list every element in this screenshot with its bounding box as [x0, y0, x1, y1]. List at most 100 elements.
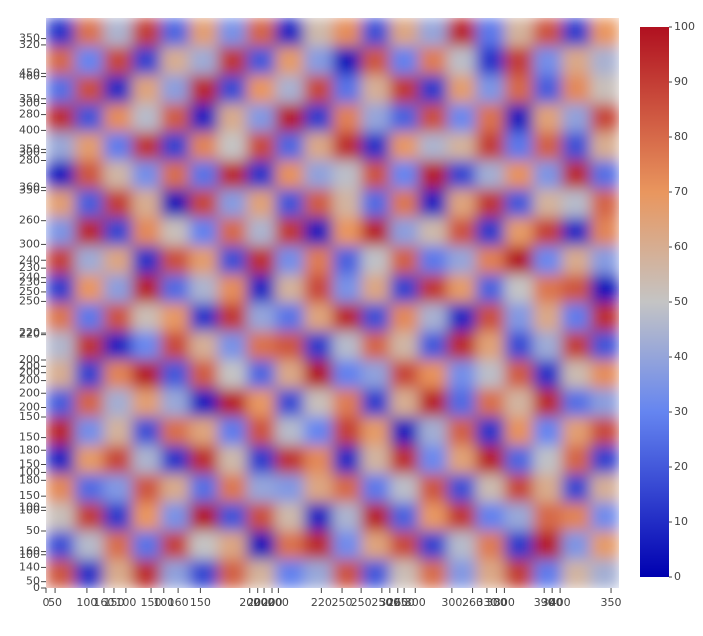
heatmap-cell — [246, 160, 276, 190]
heatmap-cell — [561, 474, 591, 503]
heatmap-cell — [533, 303, 563, 332]
heatmap-cell — [590, 331, 619, 361]
heatmap-cell — [418, 160, 448, 190]
y-tick-label: 450 — [19, 66, 40, 79]
heatmap-cell — [590, 246, 619, 275]
y-tick-label: 160 — [19, 545, 40, 558]
heatmap-cell — [275, 46, 305, 76]
heatmap-cell — [189, 388, 219, 418]
y-tick-label: 350 — [19, 184, 40, 197]
heatmap-cell — [275, 103, 305, 133]
heatmap-cell — [447, 189, 477, 218]
heatmap-cell — [275, 75, 305, 104]
heatmap-cell — [46, 18, 76, 47]
heatmap-cell — [418, 18, 448, 47]
heatmap-cell — [160, 445, 190, 475]
heatmap-cell — [46, 160, 76, 190]
heatmap-cell — [590, 18, 619, 47]
heatmap-cell — [475, 303, 505, 332]
heatmap-cell — [590, 274, 619, 304]
y-tick-label: 200 — [19, 386, 40, 399]
heatmap-cell — [74, 474, 104, 503]
x-tick-label: 150 — [103, 596, 124, 609]
heatmap-cell — [103, 474, 133, 503]
heatmap-cell — [504, 75, 534, 104]
heatmap-cell — [74, 103, 104, 133]
heatmap-cell — [361, 331, 391, 361]
x-tick-label: 330 — [476, 596, 497, 609]
colorbar-tick-label: 90 — [674, 75, 688, 88]
colorbar-tick-label: 80 — [674, 130, 688, 143]
heatmap-cell — [332, 217, 362, 247]
heatmap-cell — [103, 531, 133, 560]
x-tick-label: 250 — [351, 596, 372, 609]
heatmap-cell — [447, 531, 477, 560]
heatmap-cell — [504, 445, 534, 475]
heatmap-cell — [447, 360, 477, 389]
heatmap-cell — [74, 160, 104, 190]
heatmap-cell — [303, 246, 333, 275]
heatmap-cell — [447, 331, 477, 361]
heatmap-cell — [189, 103, 219, 133]
heatmap-cell — [275, 274, 305, 304]
heatmap-cell — [103, 103, 133, 133]
heatmap-cell — [332, 18, 362, 47]
heatmap-cell — [160, 160, 190, 190]
heatmap-cell — [217, 502, 248, 532]
heatmap-cell — [303, 132, 333, 161]
heatmap-cell — [533, 331, 563, 361]
heatmap-cell — [418, 360, 448, 389]
y-tick-label: 200 — [19, 359, 40, 372]
y-tick-label: 100 — [19, 500, 40, 513]
heatmap-cell — [389, 189, 419, 218]
heatmap-cell — [561, 189, 591, 218]
heatmap-cell — [303, 445, 333, 475]
colorbar-tick-label: 40 — [674, 350, 688, 363]
heatmap-cell — [189, 502, 219, 532]
heatmap-cell — [189, 132, 219, 161]
heatmap-cell — [418, 246, 448, 275]
heatmap-cell — [46, 217, 76, 247]
heatmap-cell — [418, 531, 448, 560]
heatmap-cell — [189, 474, 219, 503]
heatmap-cell — [46, 331, 76, 361]
heatmap-cell — [418, 189, 448, 218]
heatmap-cell — [332, 331, 362, 361]
heatmap-cell — [303, 417, 333, 446]
heatmap-cell — [189, 160, 219, 190]
heatmap-cell — [303, 531, 333, 560]
heatmap-cell — [361, 559, 391, 588]
heatmap-cell — [475, 474, 505, 503]
heatmap-cell — [246, 189, 276, 218]
heatmap-cell — [246, 417, 276, 446]
heatmap-cell — [361, 160, 391, 190]
heatmap-cell — [389, 46, 419, 76]
heatmap-cell — [160, 189, 190, 218]
heatmap-cell — [418, 559, 448, 588]
heatmap-cell — [189, 46, 219, 76]
heatmap-cell — [103, 217, 133, 247]
heatmap-cell — [418, 75, 448, 104]
heatmap-cell — [561, 18, 591, 47]
heatmap-cell — [46, 132, 76, 161]
heatmap-cell — [590, 417, 619, 446]
heatmap-cell — [74, 217, 104, 247]
heatmap-cell — [217, 132, 248, 161]
heatmap-cell — [103, 360, 133, 389]
heatmap-cell — [418, 474, 448, 503]
heatmap-cell — [103, 46, 133, 76]
heatmap-cell — [332, 417, 362, 446]
heatmap-cell — [389, 132, 419, 161]
colorbar — [640, 27, 669, 577]
heatmap-cell — [246, 18, 276, 47]
heatmap-cell — [275, 331, 305, 361]
heatmap-cell — [275, 132, 305, 161]
heatmap-cell — [504, 274, 534, 304]
y-tick-label: 360 — [19, 180, 40, 193]
heatmap-cell — [103, 559, 133, 588]
y-tick-label: 280 — [19, 108, 40, 121]
y-tick-label: 300 — [19, 146, 40, 159]
heatmap-cell — [361, 46, 391, 76]
heatmap-cell — [475, 103, 505, 133]
heatmap-cell — [504, 217, 534, 247]
